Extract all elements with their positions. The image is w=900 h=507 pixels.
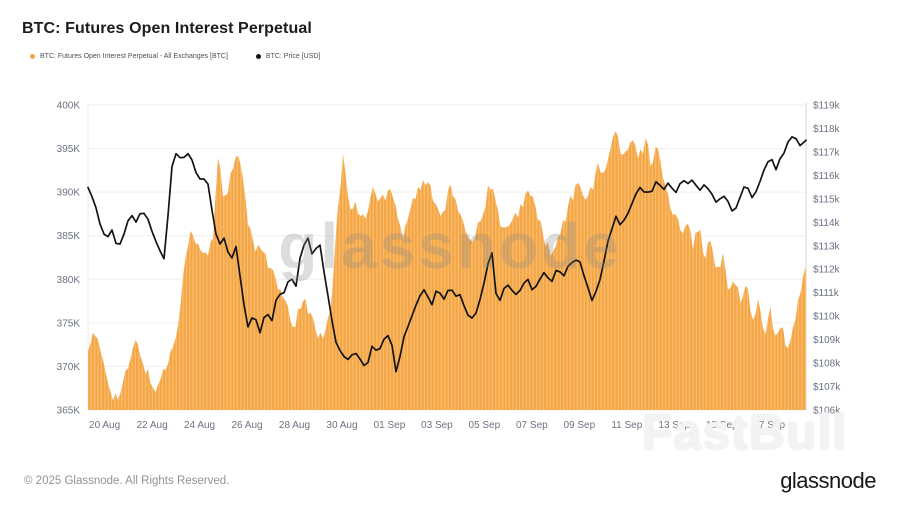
svg-text:$108k: $108k [813,359,841,370]
svg-text:$119k: $119k [813,101,841,112]
price-series-label: BTC: Price [USD] [265,53,321,60]
svg-text:11 Sep: 11 Sep [611,420,642,431]
x-axis-labels: 20 Aug 22 Aug 24 Aug 26 Aug 28 Aug 30 Aug 01 S… [89,420,785,431]
svg-text:365K: 365K [57,406,81,417]
svg-text:03 Sep: 03 Sep [421,420,453,431]
svg-text:28 Aug: 28 Aug [279,420,310,431]
svg-text:370K: 370K [57,362,81,373]
oi-series-label: BTC: Futures Open Interest Perpetual - A… [40,53,228,60]
svg-text:380K: 380K [57,275,81,286]
svg-text:375K: 375K [57,318,81,329]
y-axis-right-labels: $119k $118k $117k $116k $115k $114k $113k $112k… [813,101,841,417]
svg-text:$115k: $115k [813,194,841,205]
svg-text:15 Sep: 15 Sep [706,420,738,431]
copyright-text: © 2025 Glassnode. All Rights Reserved. [24,475,230,487]
svg-text:$118k: $118k [813,124,841,135]
chart-legend: BTC: Futures Open Interest Perpetual - A… [30,53,320,60]
svg-text:$110k: $110k [813,312,841,323]
svg-text:$111k: $111k [813,288,840,299]
svg-text:26 Aug: 26 Aug [231,420,262,431]
price-series-swatch [255,54,261,59]
y-axis-left-labels: 400K 395K 390K 385K 380K 375K 370K 365K [57,101,81,417]
svg-text:$114k: $114k [813,218,841,229]
price-line-series [87,136,807,373]
svg-text:$113k: $113k [813,241,841,252]
svg-text:22 Aug: 22 Aug [137,420,168,431]
svg-text:09 Sep: 09 Sep [563,420,595,431]
svg-text:07 Sep: 07 Sep [516,420,548,431]
footer: © 2025 Glassnode. All Rights Reserved. g… [0,455,900,507]
svg-text:$109k: $109k [813,335,841,346]
svg-text:13 Sep: 13 Sep [658,420,690,431]
svg-text:390K: 390K [57,188,81,199]
svg-text:01 Sep: 01 Sep [374,420,406,431]
legend-item-open-interest[interactable]: BTC: Futures Open Interest Perpetual - A… [30,53,228,60]
svg-text:385K: 385K [57,231,81,242]
svg-text:24 Aug: 24 Aug [184,420,215,431]
svg-text:$116k: $116k [813,171,841,182]
glassnode-logo: glassnode [780,468,876,493]
svg-text:$117k: $117k [813,147,841,158]
svg-text:395K: 395K [57,144,81,155]
oi-series-swatch [30,54,35,59]
svg-text:20 Aug: 20 Aug [89,420,120,431]
open-interest-area-series [88,131,806,410]
svg-text:$106k: $106k [813,406,841,417]
chart-title: BTC: Futures Open Interest Perpetual [22,20,312,37]
svg-text:17 Sep: 17 Sep [753,420,785,431]
svg-text:$107k: $107k [813,382,841,393]
legend-item-price[interactable]: BTC: Price [USD] [255,53,321,60]
svg-text:400K: 400K [57,101,81,112]
svg-text:$112k: $112k [813,265,841,276]
chart-area[interactable]: 400K 395K 390K 385K 380K 375K 370K 365K $119k $1… [0,0,900,455]
svg-text:30 Aug: 30 Aug [326,420,357,431]
svg-text:05 Sep: 05 Sep [469,420,501,431]
